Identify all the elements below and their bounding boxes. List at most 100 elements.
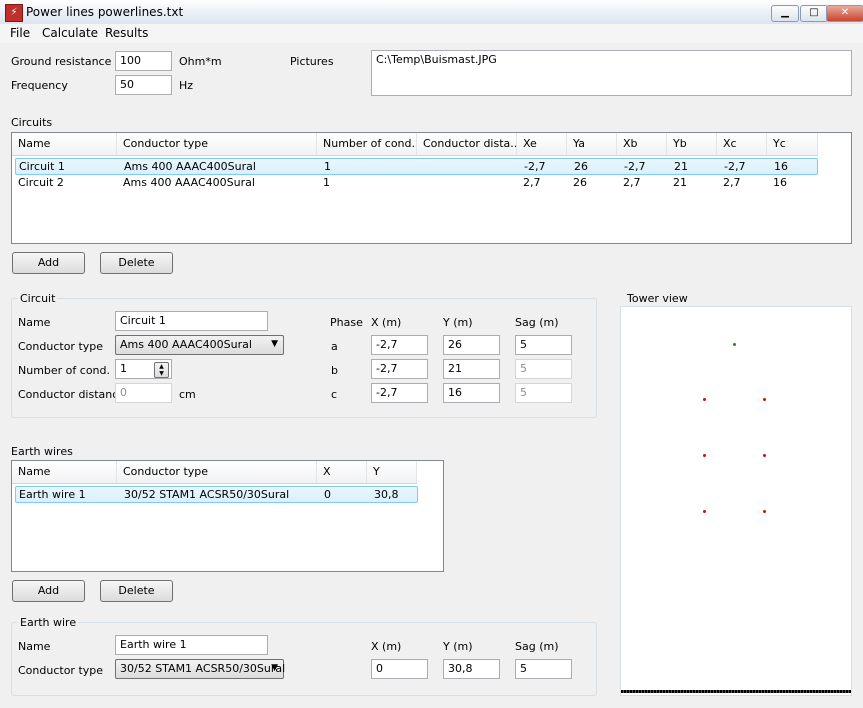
table-cell: 26 xyxy=(574,160,588,173)
phase-c-x-input[interactable]: -2,7 xyxy=(371,383,428,403)
column-header[interactable]: Conductor type xyxy=(117,461,317,483)
phase-c-sag-input[interactable]: 5 xyxy=(515,383,572,403)
phase-point xyxy=(763,398,766,401)
column-header[interactable]: Xb xyxy=(617,133,667,155)
phase-a-label: a xyxy=(331,340,338,353)
table-cell: 16 xyxy=(774,160,788,173)
num-cond-stepper[interactable]: 1 ▲ ▼ xyxy=(115,359,172,379)
chevron-down-icon: ▼ xyxy=(271,339,278,349)
column-header[interactable]: Xe xyxy=(517,133,567,155)
table-cell: 2,7 xyxy=(723,176,741,189)
column-header[interactable]: Yc xyxy=(767,133,818,155)
frequency-input[interactable]: 50 xyxy=(115,75,172,95)
circuits-label: Circuits xyxy=(11,116,53,129)
pictures-input[interactable]: C:\Temp\Buismast.JPG xyxy=(371,50,852,96)
table-cell: Ams 400 AAAC400Sural xyxy=(124,160,256,173)
circuit-group xyxy=(11,298,597,418)
spin-updown-icon[interactable]: ▲ ▼ xyxy=(154,362,169,378)
earth-wires-label: Earth wires xyxy=(11,445,73,458)
circuit-conductor-type-select[interactable]: Ams 400 AAAC400Sural ▼ xyxy=(115,335,284,355)
table-cell: 30/52 STAM1 ACSR50/30Sural xyxy=(124,488,290,501)
add-earth-wire-button[interactable]: Add xyxy=(12,580,85,602)
table-cell: Ams 400 AAAC400Sural xyxy=(123,176,255,189)
earth-wire-sag-input[interactable]: 5 xyxy=(515,659,572,679)
chevron-down-icon: ▼ xyxy=(271,663,278,673)
num-cond-value: 1 xyxy=(120,362,127,375)
menu-file[interactable]: File xyxy=(10,26,31,40)
circuit-conductor-type-label: Conductor type xyxy=(18,340,104,353)
close-button[interactable]: ✕ xyxy=(826,5,863,22)
y-header: Y (m) xyxy=(443,316,473,329)
table-row[interactable]: Circuit 1 Ams 400 AAAC400Sural 1 -2,7 26… xyxy=(15,158,818,175)
earth-wire-conductor-type-value: 30/52 STAM1 ACSR50/30Sural xyxy=(120,662,286,675)
ground-resistance-input[interactable]: 100 xyxy=(115,51,172,71)
menu-calculate[interactable]: Calculate xyxy=(42,26,99,40)
circuit-conductor-type-value: Ams 400 AAAC400Sural xyxy=(120,338,252,351)
phase-point xyxy=(703,510,706,513)
circuit-name-input[interactable]: Circuit 1 xyxy=(115,311,268,331)
circuit-name-label: Name xyxy=(18,316,51,329)
earth-y-header: Y (m) xyxy=(443,640,473,653)
circuit-group-label: Circuit xyxy=(18,292,58,305)
column-header[interactable]: Name xyxy=(12,133,117,155)
table-row[interactable]: Circuit 2 Ams 400 AAAC400Sural 1 2,7 26 … xyxy=(15,175,818,192)
phase-b-y-input[interactable]: 21 xyxy=(443,359,500,379)
window-title: Power lines powerlines.txt xyxy=(26,5,184,19)
earth-wire-point xyxy=(733,343,736,346)
tower-view-label: Tower view xyxy=(627,292,688,305)
phase-b-sag-input[interactable]: 5 xyxy=(515,359,572,379)
phase-c-label: c xyxy=(331,388,338,401)
column-header[interactable]: Ya xyxy=(567,133,617,155)
column-header[interactable]: Yb xyxy=(667,133,717,155)
table-cell: 26 xyxy=(573,176,587,189)
table-cell: 21 xyxy=(673,176,687,189)
earth-wire-group xyxy=(11,622,597,696)
phase-c-y-input[interactable]: 16 xyxy=(443,383,500,403)
table-cell: 0 xyxy=(324,488,331,501)
phase-point xyxy=(703,454,706,457)
column-header[interactable]: Xc xyxy=(717,133,767,155)
ground-resistance-unit: Ohm*m xyxy=(179,55,222,68)
column-header[interactable]: Conductor type xyxy=(117,133,317,155)
ground-resistance-label: Ground resistance xyxy=(11,55,112,68)
column-header[interactable]: X xyxy=(317,461,367,483)
cond-dist-input[interactable]: 0 xyxy=(115,383,172,403)
table-cell: -2,7 xyxy=(524,160,546,173)
circuits-table[interactable]: Name Conductor type Number of cond. Cond… xyxy=(11,132,852,244)
earth-wire-x-input[interactable]: 0 xyxy=(371,659,428,679)
table-cell: 1 xyxy=(324,160,331,173)
column-header[interactable]: Y xyxy=(367,461,417,483)
delete-circuit-button[interactable]: Delete xyxy=(100,252,173,274)
menu-bar xyxy=(0,24,863,43)
pictures-label: Pictures xyxy=(290,55,334,68)
table-cell: 21 xyxy=(674,160,688,173)
phase-point xyxy=(763,454,766,457)
tower-view-canvas[interactable] xyxy=(620,306,852,696)
earth-wire-group-label: Earth wire xyxy=(18,616,79,629)
phase-a-y-input[interactable]: 26 xyxy=(443,335,500,355)
table-row[interactable]: Earth wire 1 30/52 STAM1 ACSR50/30Sural … xyxy=(15,486,418,503)
column-header[interactable]: Conductor dista... xyxy=(417,133,517,155)
delete-earth-wire-button[interactable]: Delete xyxy=(100,580,173,602)
cond-dist-unit: cm xyxy=(179,388,196,401)
maximize-button[interactable]: □ xyxy=(800,5,828,22)
phase-a-x-input[interactable]: -2,7 xyxy=(371,335,428,355)
earth-wire-y-input[interactable]: 30,8 xyxy=(443,659,500,679)
add-circuit-button[interactable]: Add xyxy=(12,252,85,274)
earth-wire-conductor-type-select[interactable]: 30/52 STAM1 ACSR50/30Sural ▼ xyxy=(115,659,286,679)
earth-wire-name-input[interactable]: Earth wire 1 xyxy=(115,635,268,655)
menu-results[interactable]: Results xyxy=(105,26,149,40)
table-cell: 30,8 xyxy=(374,488,399,501)
phase-a-sag-input[interactable]: 5 xyxy=(515,335,572,355)
column-header[interactable]: Number of cond. xyxy=(317,133,417,155)
earth-wires-table[interactable]: Name Conductor type X Y Earth wire 1 30/… xyxy=(11,460,444,572)
phase-b-x-input[interactable]: -2,7 xyxy=(371,359,428,379)
minimize-button[interactable]: ▁ xyxy=(771,5,799,22)
ground-line xyxy=(621,690,851,693)
table-cell: 2,7 xyxy=(523,176,541,189)
circuits-table-header: Name Conductor type Number of cond. Cond… xyxy=(12,133,818,156)
phase-b-label: b xyxy=(331,364,338,377)
column-header[interactable]: Name xyxy=(12,461,117,483)
table-cell: 1 xyxy=(323,176,330,189)
earth-wire-name-label: Name xyxy=(18,640,51,653)
